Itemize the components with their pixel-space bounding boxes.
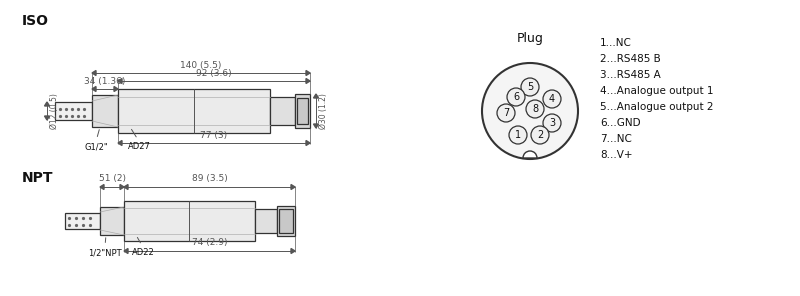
Text: 2: 2 [537, 130, 543, 140]
Text: 1/2"NPT: 1/2"NPT [88, 238, 122, 257]
Bar [297, 98, 308, 124]
Polygon shape [314, 124, 318, 128]
Polygon shape [100, 184, 104, 189]
Polygon shape [291, 249, 295, 253]
Wedge shape [523, 151, 537, 158]
Bar [118, 89, 270, 133]
Bar [277, 206, 295, 236]
Text: ISO: ISO [22, 14, 49, 28]
Polygon shape [306, 141, 310, 146]
Polygon shape [306, 70, 310, 75]
Circle shape [507, 88, 525, 106]
Polygon shape [124, 184, 128, 189]
Text: AD22: AD22 [132, 237, 154, 257]
Polygon shape [45, 102, 50, 106]
Text: 3: 3 [549, 118, 555, 128]
Text: 6: 6 [513, 92, 519, 102]
Text: Plug: Plug [517, 32, 543, 45]
Text: 4...Analogue output 1: 4...Analogue output 1 [600, 86, 714, 96]
Text: 1: 1 [515, 130, 521, 140]
Bar [55, 102, 92, 120]
Text: 51 (2): 51 (2) [98, 175, 126, 184]
Circle shape [543, 114, 561, 132]
Text: 1...NC: 1...NC [600, 38, 632, 48]
Text: G1/2": G1/2" [84, 130, 108, 151]
Text: 5: 5 [527, 82, 533, 92]
Circle shape [482, 63, 578, 159]
Text: NPT: NPT [22, 171, 54, 185]
Circle shape [497, 104, 515, 122]
Polygon shape [92, 70, 96, 75]
Circle shape [526, 100, 544, 118]
Polygon shape [124, 249, 128, 253]
Circle shape [521, 78, 539, 96]
Text: 89 (3.5): 89 (3.5) [192, 175, 227, 184]
Polygon shape [118, 141, 122, 146]
Polygon shape [114, 86, 118, 91]
Polygon shape [314, 94, 318, 98]
Text: 77 (3): 77 (3) [201, 131, 227, 139]
Polygon shape [291, 184, 295, 189]
Text: 74 (2.9): 74 (2.9) [192, 239, 227, 247]
Text: Ø30 (1.2): Ø30 (1.2) [319, 93, 328, 129]
Text: 140 (5.5): 140 (5.5) [180, 60, 222, 70]
Circle shape [509, 126, 527, 144]
Polygon shape [45, 116, 50, 120]
Polygon shape [92, 86, 96, 91]
Text: 2...RS485 B: 2...RS485 B [600, 54, 661, 64]
Polygon shape [120, 184, 124, 189]
Circle shape [543, 90, 561, 108]
Polygon shape [118, 78, 122, 83]
Text: 5...Analogue output 2: 5...Analogue output 2 [600, 102, 714, 112]
Bar [65, 213, 100, 229]
Text: 3...RS485 A: 3...RS485 A [600, 70, 661, 80]
Polygon shape [306, 78, 310, 83]
Bar [124, 201, 255, 241]
Text: 8...V+: 8...V+ [600, 150, 633, 160]
Text: 6...GND: 6...GND [600, 118, 641, 128]
Bar [270, 97, 295, 125]
Text: 7: 7 [503, 108, 509, 118]
Text: 92 (3.6): 92 (3.6) [196, 68, 232, 78]
Bar [100, 207, 124, 235]
Circle shape [531, 126, 549, 144]
Text: 4: 4 [549, 94, 555, 104]
Text: 34 (1.36): 34 (1.36) [84, 76, 126, 86]
Bar [92, 95, 118, 127]
Text: 8: 8 [532, 104, 538, 114]
Bar [279, 209, 293, 233]
Text: Ø12 (0.5): Ø12 (0.5) [50, 93, 59, 129]
Bar [295, 94, 310, 128]
Text: 7...NC: 7...NC [600, 134, 632, 144]
Bar [255, 209, 277, 233]
Text: AD27: AD27 [128, 129, 151, 151]
